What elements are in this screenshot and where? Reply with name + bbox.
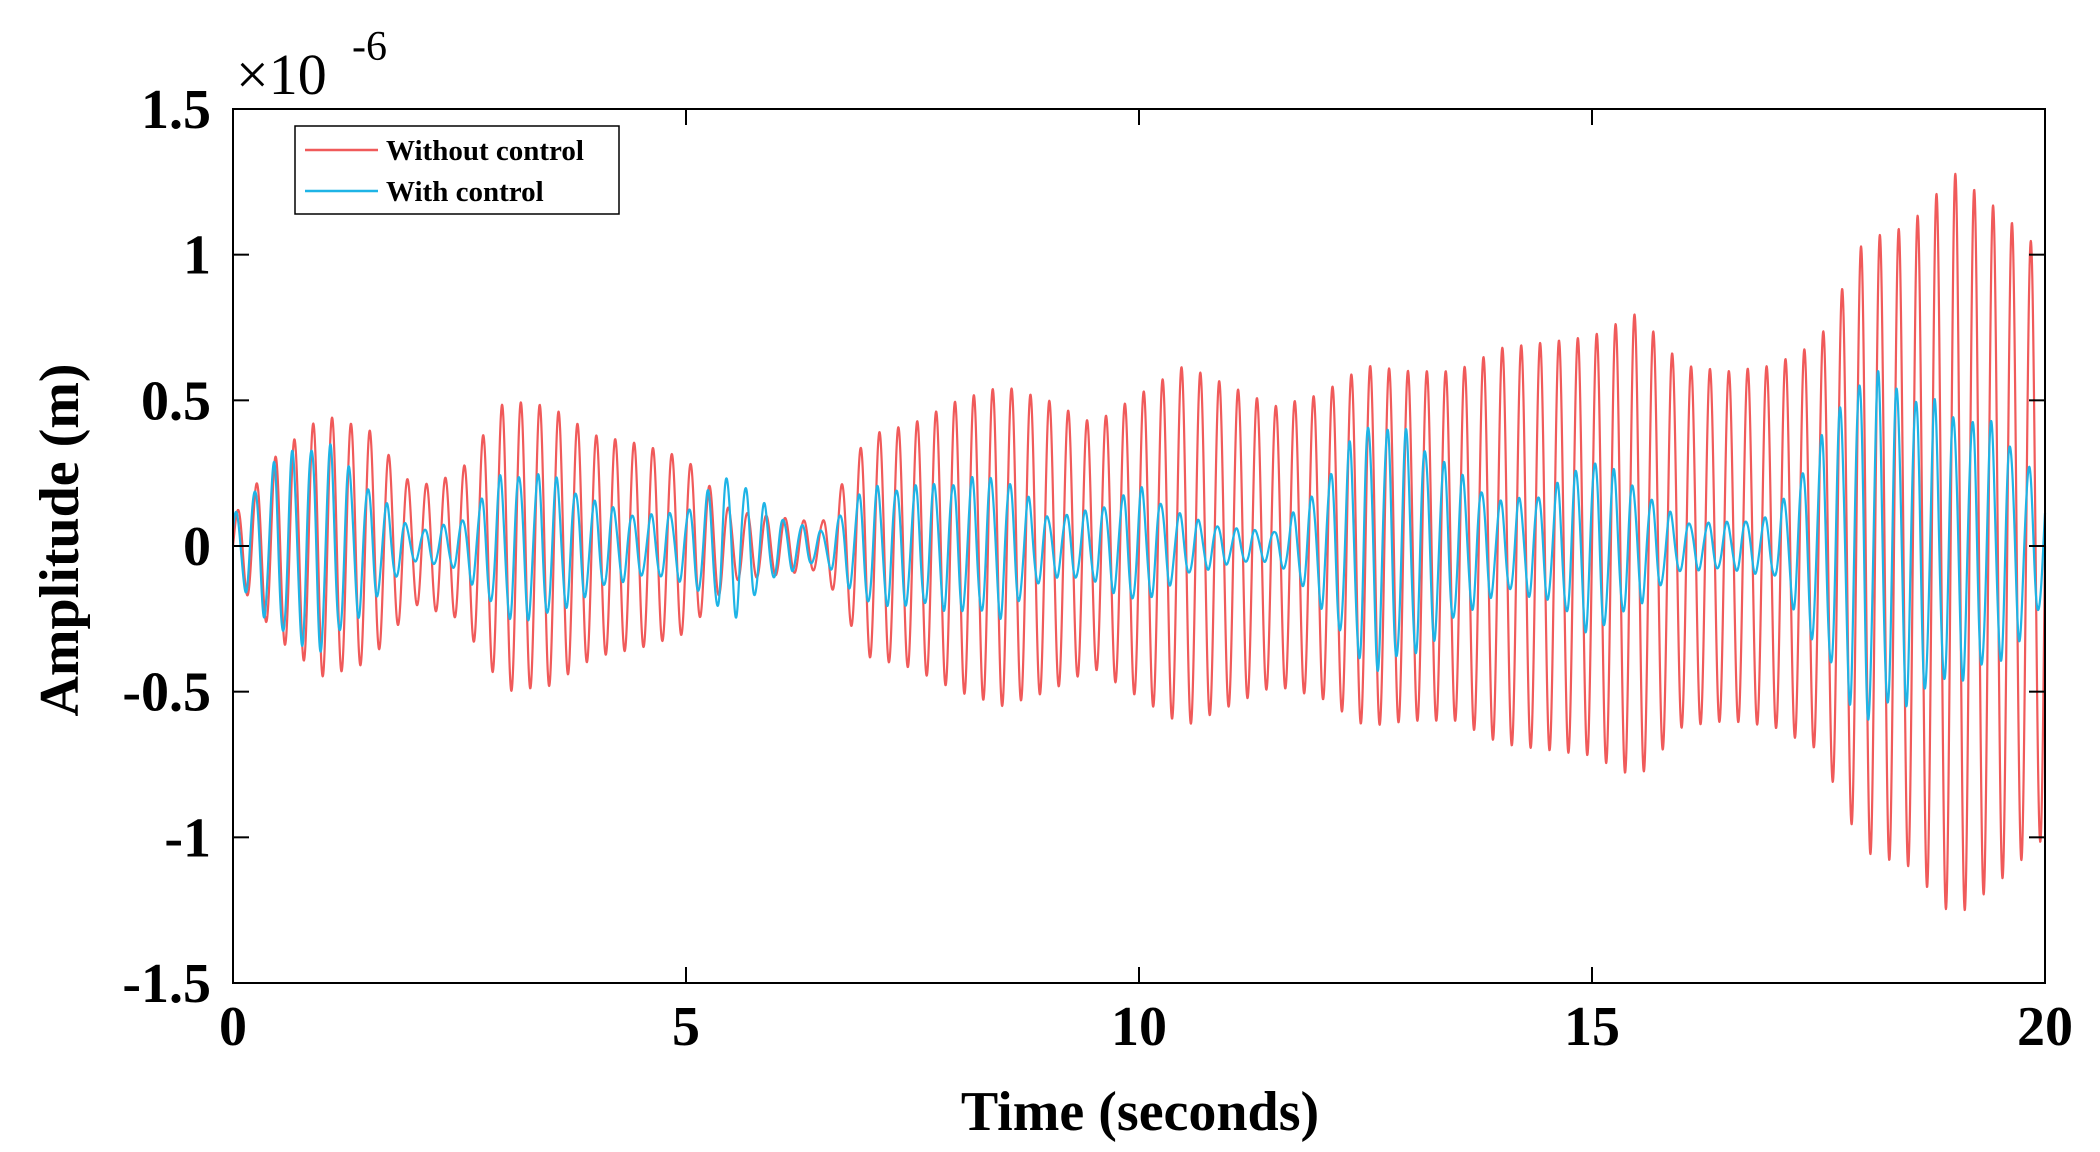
legend-label-without-control: Without control	[386, 135, 584, 167]
legend-box	[294, 125, 620, 215]
y-tick-label: -1.5	[122, 953, 211, 1015]
series-layer	[231, 172, 2047, 912]
series-line-with-control	[231, 370, 2047, 721]
y-exponent-power: -6	[352, 24, 387, 70]
y-tick-label: 0.5	[141, 370, 211, 432]
x-tick-label: 20	[2017, 996, 2073, 1058]
y-exponent: ×10 -6	[236, 24, 387, 107]
x-tick-label: 0	[219, 996, 247, 1058]
x-tick-label: 5	[672, 996, 700, 1058]
y-tick-label: 0	[183, 516, 211, 578]
legend-label-with-control: With control	[386, 176, 544, 208]
y-axis-label: Amplitude (m)	[29, 363, 91, 716]
y-exponent-base: ×10	[236, 42, 327, 107]
axes-layer: 0 5 10 15 20 1.5 1 0.5 0 -0.5 -1 -1.5	[122, 79, 2073, 1058]
x-axis-label: Time (seconds)	[961, 1081, 1319, 1143]
legend: Without control With control	[294, 125, 620, 215]
y-tick-label: 1	[183, 225, 211, 287]
x-tick-label: 10	[1111, 996, 1167, 1058]
y-tick-label: 1.5	[141, 79, 211, 141]
x-tick-label: 15	[1564, 996, 1620, 1058]
y-tick-label: -0.5	[122, 662, 211, 724]
series-line-without-control	[231, 172, 2047, 912]
y-tick-label: -1	[164, 807, 211, 869]
